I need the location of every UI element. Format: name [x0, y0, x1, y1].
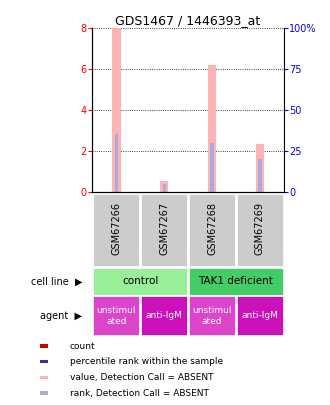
Bar	[189, 194, 235, 266]
Text: value, Detection Call = ABSENT: value, Detection Call = ABSENT	[70, 373, 214, 382]
Text: anti-IgM: anti-IgM	[146, 311, 182, 320]
Bar	[40, 376, 49, 379]
Text: GSM67268: GSM67268	[207, 202, 217, 255]
Text: unstimul
ated: unstimul ated	[97, 306, 136, 326]
Text: GSM67266: GSM67266	[111, 202, 121, 255]
Text: cell line  ▶: cell line ▶	[31, 277, 82, 286]
Bar	[112, 28, 121, 192]
Bar	[160, 181, 169, 192]
Bar	[141, 194, 187, 266]
Bar	[141, 296, 187, 335]
Bar	[115, 134, 118, 192]
Text: agent  ▶: agent ▶	[41, 311, 82, 321]
Text: rank, Detection Call = ABSENT: rank, Detection Call = ABSENT	[70, 389, 209, 398]
Text: GSM67267: GSM67267	[159, 202, 169, 255]
Bar	[40, 344, 49, 348]
Text: GSM67269: GSM67269	[255, 202, 265, 255]
Bar	[93, 194, 139, 266]
Bar	[189, 268, 283, 295]
Title: GDS1467 / 1446393_at: GDS1467 / 1446393_at	[115, 14, 261, 27]
Text: TAK1 deficient: TAK1 deficient	[199, 277, 273, 286]
Bar	[258, 158, 261, 192]
Text: unstimul
ated: unstimul ated	[192, 306, 232, 326]
Bar	[211, 143, 214, 192]
Bar	[208, 65, 216, 192]
Bar	[163, 184, 166, 192]
Bar	[237, 296, 283, 335]
Text: control: control	[122, 277, 158, 286]
Bar	[237, 194, 283, 266]
Bar	[40, 360, 49, 363]
Text: percentile rank within the sample: percentile rank within the sample	[70, 357, 223, 366]
Bar	[40, 391, 49, 395]
Bar	[255, 144, 264, 192]
Bar	[93, 296, 139, 335]
Bar	[93, 268, 187, 295]
Text: count: count	[70, 341, 96, 350]
Bar	[189, 296, 235, 335]
Text: anti-IgM: anti-IgM	[242, 311, 278, 320]
